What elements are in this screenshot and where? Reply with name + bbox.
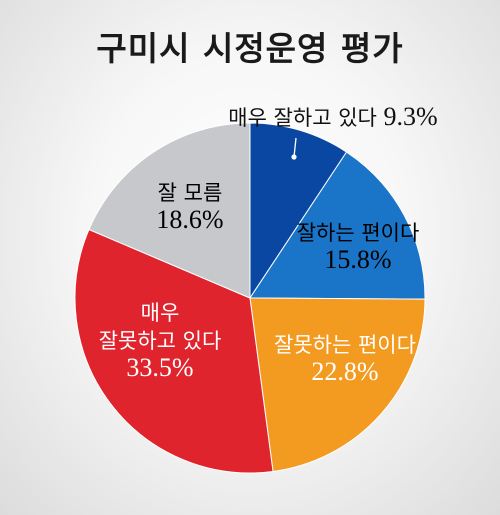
pie-slice [88,122,251,299]
slice-label: 잘못하는 편이다 [274,333,416,357]
slice-label: 잘 모름 [158,181,223,205]
slice-value-label: 22.8% [311,357,378,386]
leader-line [293,137,297,158]
slice-label: 매우 [141,301,180,325]
slice-value-label: 33.5% [126,353,193,382]
slice-label: 매우 잘하고 있다 9.3% [228,102,437,131]
slice-value-label: 15.8% [324,245,391,274]
slice-label: 잘못하고 있다 [99,329,222,353]
chart-title: 구미시 시정운영 평가 [96,29,404,68]
pie-slice [249,151,426,300]
slice-label: 잘하는 편이다 [297,221,420,245]
pie-slice [249,297,426,473]
pie-slice [74,228,274,474]
pie-slice [249,122,348,300]
slice-value-label: 18.6% [156,205,223,234]
leader-dot [291,154,297,160]
